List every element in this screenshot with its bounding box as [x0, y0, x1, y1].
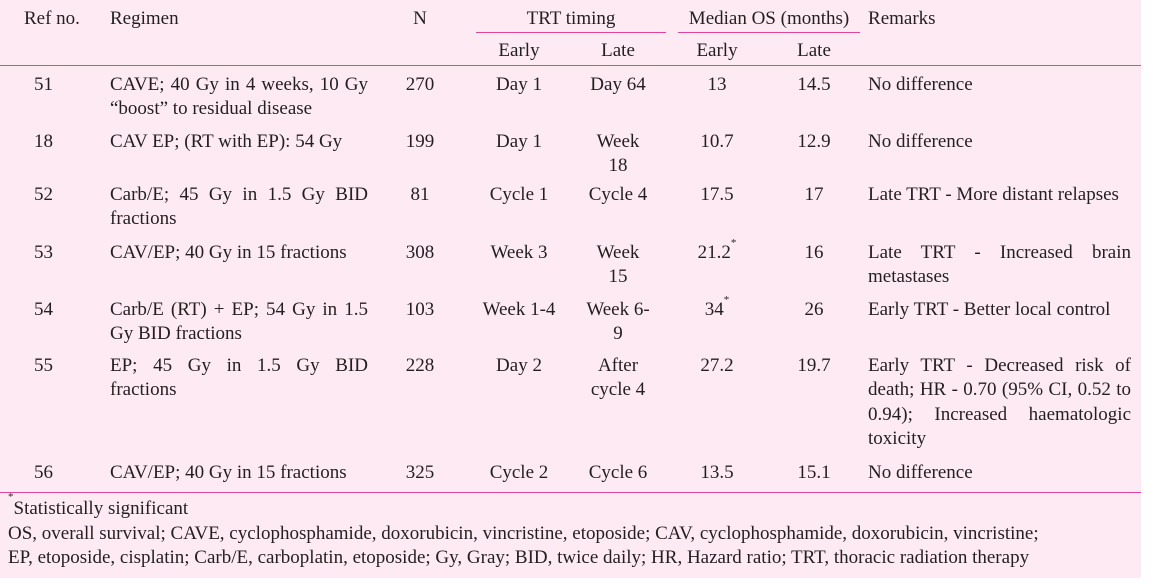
table-body: 51 CAVE; 40 Gy in 4 weeks, 10 Gy “boost” … — [0, 68, 1141, 513]
cell-ref: 51 — [34, 73, 53, 95]
cell-os-late: 26 — [804, 298, 824, 320]
cell-trt-late: Week 15 — [596, 241, 640, 288]
cell-ref: 54 — [34, 298, 53, 320]
header-os-early: Early — [696, 39, 738, 61]
cell-ref: 52 — [34, 183, 53, 205]
results-table: Ref no. Regimen N TRT timing Median OS (… — [0, 0, 1141, 513]
cell-remarks: Early TRT - Decreased risk of death; HR … — [868, 354, 1132, 450]
cell-trt-late: Week 18 — [596, 130, 640, 177]
cell-os-late: 19.7 — [797, 354, 831, 376]
table-header: Ref no. Regimen N TRT timing Median OS (… — [0, 0, 1141, 68]
table-row: 18 CAV EP; (RT with EP): 54 Gy 199 Day 1 Wee… — [0, 125, 1141, 179]
cell-ref: 56 — [34, 461, 53, 483]
cell-os-early: 21.2* — [697, 236, 737, 263]
cell-trt-late: Day 64 — [590, 73, 646, 95]
bottom-rule — [0, 492, 1141, 493]
cell-os-early: 13 — [707, 73, 727, 95]
cell-os-late: 16 — [804, 241, 824, 263]
cell-regimen: EP; 45 Gy in 1.5 Gy BID fractions — [110, 354, 368, 401]
header-ref: Ref no. — [24, 8, 80, 29]
cell-trt-early: Cycle 2 — [489, 461, 549, 483]
cell-trt-early: Day 1 — [496, 73, 542, 95]
cell-remarks: Early TRT - Better local control — [868, 298, 1111, 320]
cell-regimen: CAV/EP; 40 Gy in 15 fractions — [110, 461, 347, 483]
cell-trt-early: Day 1 — [496, 130, 542, 152]
header-median-os: Median OS (months) — [678, 7, 861, 33]
cell-regimen: CAV EP; (RT with EP): 54 Gy — [110, 130, 343, 152]
cell-n: 325 — [405, 461, 435, 483]
cell-remarks: No difference — [868, 130, 973, 152]
cell-trt-late: Cycle 6 — [588, 461, 648, 483]
cell-ref: 55 — [34, 354, 53, 376]
cell-trt-late: Cycle 4 — [588, 183, 648, 205]
cell-os-late: 14.5 — [797, 73, 831, 95]
cell-trt-early: Week 3 — [490, 241, 548, 263]
cell-n: 228 — [405, 354, 435, 376]
header-regimen: Regimen — [110, 8, 179, 29]
cell-remarks: No difference — [868, 461, 973, 483]
cell-trt-early: Day 2 — [496, 354, 542, 376]
header-rule — [0, 65, 1141, 66]
cell-os-early: 10.7 — [700, 130, 734, 152]
significance-marker: * — [730, 236, 737, 249]
significance-marker: * — [723, 293, 730, 306]
cell-n: 199 — [405, 130, 435, 152]
cell-ref: 18 — [34, 130, 53, 152]
footnote-abbreviations-1: OS, overall survival; CAVE, cyclophospha… — [8, 522, 1039, 544]
cell-os-early: 34* — [704, 293, 730, 320]
cell-trt-early: Week 1-4 — [482, 298, 556, 320]
cell-n: 270 — [405, 73, 435, 95]
cell-trt-early: Cycle 1 — [489, 183, 549, 205]
cell-regimen: Carb/E; 45 Gy in 1.5 Gy BID fractions — [110, 183, 368, 230]
cell-remarks: Late TRT - Increased brain metastases — [868, 241, 1132, 288]
header-trt-timing: TRT timing — [476, 7, 667, 33]
cell-n: 103 — [405, 298, 435, 320]
header-trt-early: Early — [498, 39, 540, 61]
cell-regimen: Carb/E (RT) + EP; 54 Gy in 1.5 Gy BID fr… — [110, 298, 368, 345]
cell-os-early: 27.2 — [700, 354, 734, 376]
cell-os-early: 13.5 — [700, 461, 734, 483]
cell-os-early: 17.5 — [700, 183, 734, 205]
cell-n: 308 — [405, 241, 435, 263]
table-row: 51 CAVE; 40 Gy in 4 weeks, 10 Gy “boost” … — [0, 68, 1141, 125]
header-os-late: Late — [797, 39, 831, 61]
table-footnotes: *Statistically significant OS, overall s… — [8, 491, 1134, 571]
footnote-significance: *Statistically significant — [8, 491, 189, 520]
cell-n: 81 — [410, 183, 430, 205]
cell-trt-late: After cycle 4 — [590, 354, 646, 401]
table-panel: Ref no. Regimen N TRT timing Median OS (… — [0, 0, 1141, 578]
table-row: 55 EP; 45 Gy in 1.5 Gy BID fractions 228 Da… — [0, 350, 1141, 457]
cell-remarks: Late TRT - More distant relapses — [868, 183, 1119, 205]
cell-ref: 53 — [34, 241, 53, 263]
significance-marker: * — [8, 491, 14, 503]
header-remarks: Remarks — [868, 8, 936, 29]
cell-regimen: CAVE; 40 Gy in 4 weeks, 10 Gy “boost” to… — [110, 73, 368, 120]
table-row: 54 Carb/E (RT) + EP; 54 Gy in 1.5 Gy BID … — [0, 293, 1141, 350]
cell-os-late: 17 — [804, 183, 824, 205]
header-trt-late: Late — [601, 39, 635, 61]
table-row: 56 CAV/EP; 40 Gy in 15 fractions 325 Cycle … — [0, 457, 1141, 513]
cell-trt-late: Week 6-9 — [586, 298, 650, 345]
cell-remarks: No difference — [868, 73, 973, 95]
footnote-abbreviations-2: EP, etoposide, cisplatin; Carb/E, carbop… — [8, 547, 1030, 568]
header-n: N — [413, 8, 427, 29]
cell-os-late: 15.1 — [797, 461, 831, 483]
cell-regimen: CAV/EP; 40 Gy in 15 fractions — [110, 241, 347, 263]
table-row: 53 CAV/EP; 40 Gy in 15 fractions 308 Week 3… — [0, 236, 1141, 293]
table-row: 52 Carb/E; 45 Gy in 1.5 Gy BID fractions 8… — [0, 179, 1141, 236]
cell-os-late: 12.9 — [797, 130, 831, 152]
